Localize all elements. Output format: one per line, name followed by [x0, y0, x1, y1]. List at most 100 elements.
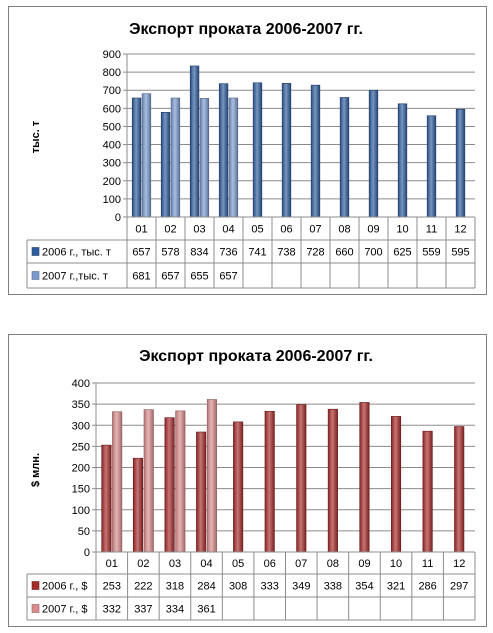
y-tick-label: 0 — [84, 547, 90, 559]
x-category-label: 04 — [200, 558, 212, 570]
data-table-value: 361 — [197, 604, 215, 616]
x-category-label: 01 — [135, 224, 147, 236]
bar-series1-11 — [426, 115, 437, 218]
bar-series1-12 — [455, 108, 466, 218]
bar-series1-09 — [359, 402, 370, 553]
data-table-value: 559 — [422, 247, 440, 259]
data-table-value: 349 — [292, 581, 310, 593]
chart-title: Экспорт проката 2006-2007 гг. — [139, 348, 373, 365]
data-table-value: 834 — [190, 247, 208, 259]
data-table-value: 700 — [364, 247, 382, 259]
bar-series1-04 — [218, 83, 229, 218]
legend-key-series2 — [31, 271, 40, 280]
chart-value: Экспорт проката 2006-2007 гг.$ млн.05010… — [26, 348, 476, 621]
y-axis-title: тыс. т — [30, 120, 42, 153]
chart-title: Экспорт проката 2006-2007 гг. — [129, 21, 363, 38]
x-category-label: 08 — [327, 558, 339, 570]
data-table-value: 681 — [132, 271, 150, 283]
bar-series1-03 — [189, 65, 200, 218]
data-table-value: 318 — [166, 581, 184, 593]
bar-series2-04 — [206, 399, 217, 553]
x-category-label: 08 — [338, 224, 350, 236]
legend-label-series2: 2007 г., $ — [42, 604, 87, 616]
bar-series2-03 — [175, 410, 186, 553]
bar-series1-06 — [281, 83, 292, 218]
y-tick-label: 400 — [72, 378, 90, 390]
x-category-label: 02 — [137, 558, 149, 570]
bar-series1-02 — [160, 112, 171, 218]
data-table-value: 595 — [451, 247, 469, 259]
x-category-label: 10 — [396, 224, 408, 236]
x-category-label: 02 — [164, 224, 176, 236]
data-table-value: 354 — [355, 581, 373, 593]
y-tick-label: 250 — [72, 441, 90, 453]
y-tick-label: 400 — [103, 140, 121, 152]
x-category-label: 09 — [358, 558, 370, 570]
chart-panel-value: Экспорт проката 2006-2007 гг. $ млн. 0 50 10… — [8, 334, 487, 627]
data-table-value: 286 — [418, 581, 436, 593]
chart-panel-tonnage: Экспорт проката 2006-2007 гг. тыс. т 0 100 2… — [8, 6, 487, 295]
data-table-value: 741 — [248, 247, 266, 259]
bar-series1-11 — [422, 430, 433, 553]
legend-key-series1 — [31, 581, 40, 590]
bar-series1-01 — [101, 444, 112, 553]
legend-label-series1: 2006 г., тыс. т — [42, 247, 111, 259]
legend-key-series1 — [31, 247, 40, 256]
data-table-value: 334 — [166, 604, 184, 616]
data-table-value: 321 — [387, 581, 405, 593]
y-tick-label: 200 — [103, 176, 121, 188]
y-tick-label: 200 — [72, 463, 90, 475]
data-table-value: 338 — [324, 581, 342, 593]
data-table-value: 297 — [450, 581, 468, 593]
y-tick-label: 100 — [72, 505, 90, 517]
bar-series1-05 — [233, 421, 244, 553]
bar-series2-02 — [170, 97, 181, 218]
data-table-value: 253 — [103, 581, 121, 593]
data-table-value: 333 — [261, 581, 279, 593]
x-category-label: 05 — [232, 558, 244, 570]
bar-series1-02 — [132, 457, 144, 553]
data-table-value: 578 — [161, 247, 179, 259]
data-table-value: 284 — [197, 581, 215, 593]
bar-series2-01 — [112, 411, 123, 553]
y-tick-label: 50 — [78, 526, 90, 538]
data-table-value: 657 — [132, 247, 150, 259]
x-category-label: 07 — [295, 558, 307, 570]
data-table-value: 625 — [393, 247, 411, 259]
x-category-label: 11 — [422, 558, 433, 570]
bar-series1-09 — [368, 89, 379, 218]
y-tick-label: 800 — [103, 67, 121, 79]
bar-series2-04 — [228, 97, 239, 218]
x-category-label: 09 — [367, 224, 379, 236]
bar-series2-02 — [143, 409, 154, 553]
y-tick-label: 900 — [103, 49, 121, 61]
data-table-value: 655 — [190, 271, 208, 283]
bar-series1-06 — [264, 411, 275, 553]
legend-label-series1: 2006 г., $ — [42, 581, 87, 593]
bar-series1-07 — [296, 404, 307, 553]
x-category-label: 04 — [222, 224, 234, 236]
bar-series1-01 — [131, 97, 142, 218]
x-category-label: 03 — [169, 558, 181, 570]
data-table-value: 657 — [161, 271, 179, 283]
bar-series1-12 — [454, 426, 465, 553]
y-tick-label: 700 — [103, 85, 121, 97]
bar-series1-10 — [391, 416, 402, 553]
y-tick-label: 100 — [103, 194, 121, 206]
x-category-label: 12 — [453, 558, 465, 570]
bar-series2-01 — [141, 93, 152, 218]
data-table-value: 308 — [229, 581, 247, 593]
x-category-label: 10 — [390, 558, 402, 570]
y-tick-label: 300 — [103, 158, 121, 170]
y-tick-label: 0 — [115, 212, 121, 224]
bar-series1-08 — [327, 408, 338, 553]
bar-series1-07 — [310, 84, 321, 218]
y-tick-label: 150 — [72, 484, 90, 496]
x-category-label: 11 — [426, 224, 437, 236]
x-category-label: 07 — [309, 224, 321, 236]
data-table-value: 337 — [134, 604, 152, 616]
bar-series1-03 — [164, 417, 175, 553]
x-category-label: 03 — [193, 224, 205, 236]
data-table-value: 728 — [306, 247, 324, 259]
y-tick-label: 300 — [72, 420, 90, 432]
